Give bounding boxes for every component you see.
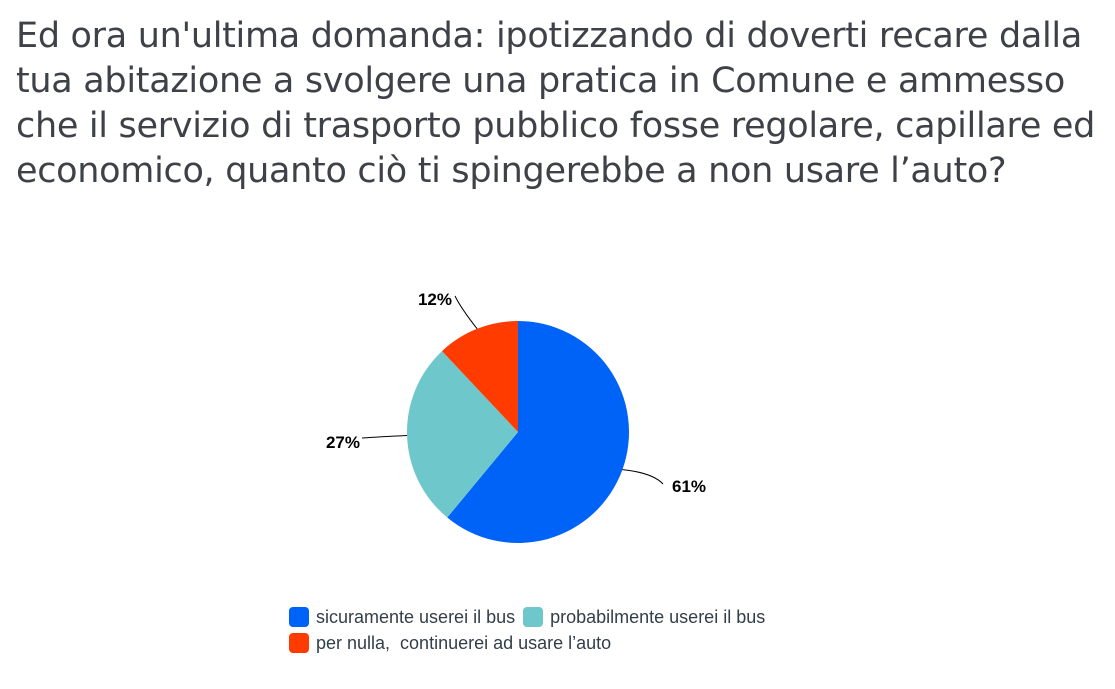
pie-slices <box>407 321 629 543</box>
legend-item-per-nulla: per nulla, continuerei ad usare l’auto <box>289 633 611 654</box>
legend-item-sicuramente: sicuramente userei il bus <box>289 607 515 628</box>
slice-label-probabilmente: 27% <box>326 433 360 452</box>
leader-line-per-nulla <box>454 295 478 330</box>
legend-swatch-per-nulla <box>289 633 309 653</box>
slice-label-sicuramente: 61% <box>672 477 706 496</box>
chart-title: Ed ora un'ultima domanda: ipotizzando di… <box>16 16 1096 191</box>
pie-slice-per-nulla <box>442 321 518 432</box>
legend-label-per-nulla: per nulla, continuerei ad usare l’auto <box>316 632 612 653</box>
leader-line-sicuramente <box>622 469 664 485</box>
legend: sicuramente userei il bus probabilmente … <box>289 604 829 656</box>
leader-line-probabilmente <box>361 434 408 439</box>
slice-labels: 61% 27% 12% <box>326 290 706 496</box>
pie-slice-probabilmente <box>407 351 518 518</box>
legend-row: sicuramente userei il bus probabilmente … <box>289 604 829 630</box>
legend-label-probabilmente: probabilmente userei il bus <box>550 606 766 627</box>
legend-row: per nulla, continuerei ad usare l’auto <box>289 630 829 656</box>
slice-label-per-nulla: 12% <box>418 290 452 309</box>
legend-swatch-probabilmente <box>523 607 544 627</box>
pie-slice-sicuramente <box>447 321 629 543</box>
legend-swatch-sicuramente <box>289 607 309 627</box>
leader-lines <box>361 295 664 485</box>
legend-item-probabilmente: probabilmente userei il bus <box>523 607 765 628</box>
legend-label-sicuramente: sicuramente userei il bus <box>316 606 516 627</box>
